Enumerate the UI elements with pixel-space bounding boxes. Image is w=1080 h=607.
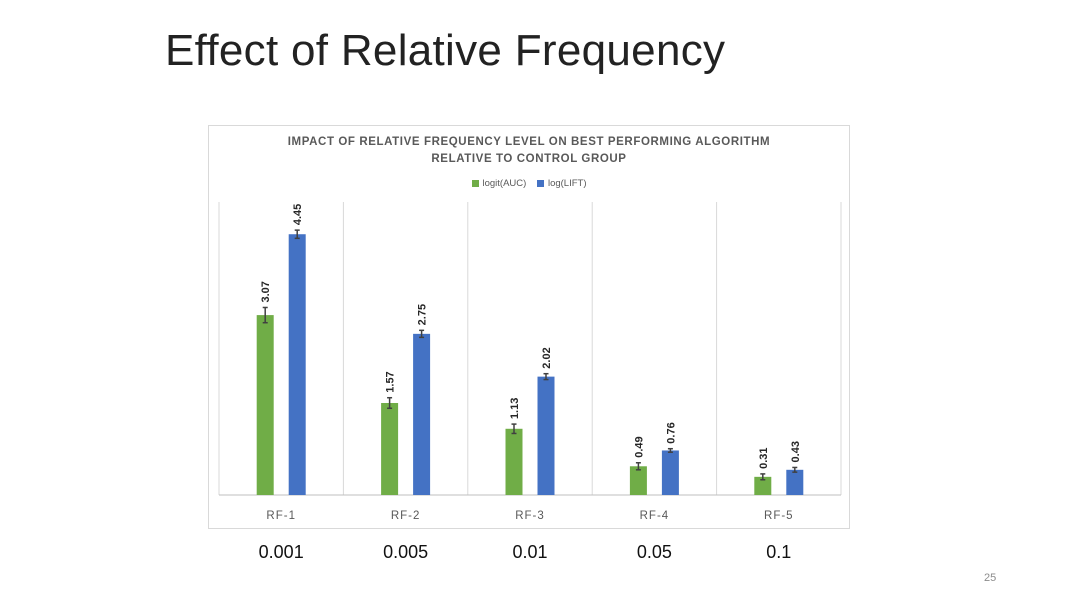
data-label-auc: 3.07 [260,281,272,302]
chart-container: IMPACT OF RELATIVE FREQUENCY LEVEL ON BE… [208,125,850,529]
bar-lift [288,234,306,495]
bar-auc [256,315,274,495]
bar-auc [754,476,772,495]
data-label-lift: 2.02 [541,347,553,368]
x-tick-label: RF-1 [266,510,296,522]
x-tick-label: RF-4 [640,510,670,522]
legend-item-auc: logit(AUC) [471,178,527,189]
bar-lift [413,333,431,495]
slide-title: Effect of Relative Frequency [165,26,726,75]
relative-frequency-label: 0.1 [766,542,792,562]
data-label-auc: 1.57 [385,371,397,392]
chart-title-line-1: IMPACT OF RELATIVE FREQUENCY LEVEL ON BE… [287,136,771,148]
relative-frequency-label: 0.05 [636,542,672,562]
relative-frequency-label: 0.005 [383,542,429,562]
bar-auc [629,466,647,495]
x-tick-label: RF-2 [391,510,421,522]
bar-lift [537,376,555,495]
x-tick-label: RF-5 [764,510,794,522]
relative-frequency-label: 0.01 [512,542,548,562]
bar-lift [661,450,679,495]
bar-lift [786,469,804,495]
data-label-auc: 0.49 [633,436,645,457]
chart-title-line-2: RELATIVE TO CONTROL GROUP [431,153,627,165]
chart-plot-area: RF-1 RF-2 RF-3 RF-4 RF-5 3.07 1.57 1.13 0.49 0.31… [218,202,842,522]
page-number: 25 [984,572,997,584]
data-label-lift: 0.76 [665,422,677,443]
data-label-lift: 0.43 [790,441,802,462]
relative-frequency-label: 0.001 [258,542,304,562]
legend-label-auc: logit(AUC) [482,178,527,189]
data-label-lift: 2.75 [417,304,429,325]
legend-label-lift: log(LIFT) [547,178,587,189]
data-label-auc: 1.13 [509,398,521,419]
bar-auc [381,402,399,495]
bar-auc [505,428,523,495]
legend-item-lift: log(LIFT) [536,178,587,189]
x-tick-label: RF-3 [515,510,545,522]
data-label-lift: 4.45 [292,204,304,225]
legend-swatch-lift [536,180,544,187]
chart-legend: logit(AUC) log(LIFT) [209,178,849,190]
legend-swatch-auc [471,180,479,187]
data-label-auc: 0.31 [758,447,770,468]
